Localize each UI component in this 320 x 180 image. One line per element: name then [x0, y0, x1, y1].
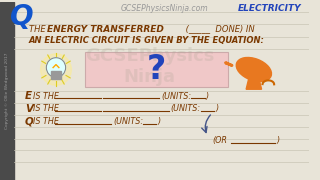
- Text: THE: THE: [29, 25, 48, 34]
- Text: IS THE: IS THE: [33, 92, 59, 101]
- Text: ?: ?: [147, 53, 166, 86]
- Text: IS THE: IS THE: [33, 117, 59, 126]
- Text: ): ): [157, 117, 160, 126]
- Text: E: E: [25, 91, 32, 101]
- Text: ): ): [276, 136, 279, 145]
- Text: IS THE: IS THE: [33, 104, 59, 113]
- Text: V: V: [25, 104, 33, 114]
- Text: GCSEPhysicsNinja.com: GCSEPhysicsNinja.com: [120, 4, 208, 13]
- Text: (_____  DONE) IN: (_____ DONE) IN: [183, 25, 255, 34]
- Bar: [51, 71, 61, 79]
- Circle shape: [46, 58, 66, 77]
- Text: Copyright © Ollie Wedgwood 2017: Copyright © Ollie Wedgwood 2017: [5, 53, 9, 129]
- Text: ENERGY TRANSFERRED: ENERGY TRANSFERRED: [47, 25, 164, 34]
- FancyArrowPatch shape: [226, 63, 232, 66]
- FancyBboxPatch shape: [85, 52, 228, 87]
- Text: (UNITS:: (UNITS:: [161, 92, 191, 101]
- Text: Q: Q: [10, 3, 34, 31]
- Text: GCSEPhysics
Ninja: GCSEPhysics Ninja: [85, 47, 214, 86]
- Text: AN ELECTRIC CIRCUIT IS GIVEN BY THE EQUATION:: AN ELECTRIC CIRCUIT IS GIVEN BY THE EQUA…: [29, 36, 265, 45]
- Text: ELECTRICITY: ELECTRICITY: [237, 4, 301, 13]
- Text: ): ): [205, 92, 209, 101]
- Polygon shape: [246, 77, 261, 89]
- Text: (UNITS:: (UNITS:: [171, 104, 201, 113]
- Circle shape: [41, 54, 71, 85]
- Text: (OR: (OR: [212, 136, 227, 145]
- Bar: [0, 3, 13, 180]
- Text: Q: Q: [25, 117, 34, 127]
- Ellipse shape: [236, 57, 271, 82]
- Text: (UNITS:: (UNITS:: [113, 117, 143, 126]
- Text: ): ): [215, 104, 218, 113]
